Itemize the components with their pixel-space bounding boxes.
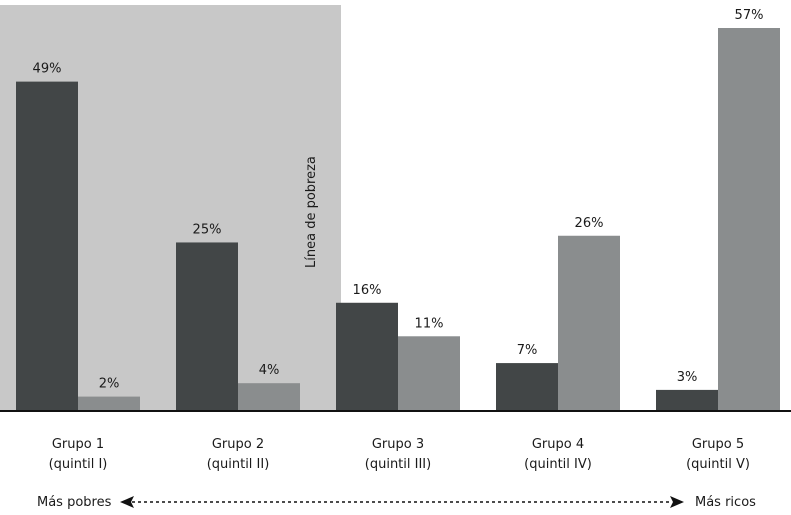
arrow-left-icon xyxy=(120,496,134,508)
category-sublabel-1: (quintil I) xyxy=(49,457,108,472)
category-sublabel-5: (quintil V) xyxy=(686,457,750,472)
poverty-line-label: Línea de pobreza xyxy=(304,156,319,268)
bar-s2-g2 xyxy=(238,383,300,410)
bar-s1-g4 xyxy=(496,363,558,410)
bar-s2-g3 xyxy=(398,336,460,410)
data-label-s2-g1: 2% xyxy=(99,377,120,392)
data-label-s2-g2: 4% xyxy=(259,363,280,378)
category-sublabel-3: (quintil III) xyxy=(365,457,431,472)
bar-s2-g4 xyxy=(558,235,620,410)
data-label-s2-g4: 26% xyxy=(575,216,604,231)
bar-s1-g5 xyxy=(656,389,718,410)
bar-s1-g2 xyxy=(176,242,238,410)
data-label-s1-g1: 49% xyxy=(33,62,62,77)
footer-left-label: Más pobres xyxy=(37,495,112,510)
data-label-s1-g3: 16% xyxy=(353,283,382,298)
bar-s2-g1 xyxy=(78,396,140,410)
data-label-s1-g5: 3% xyxy=(677,370,698,385)
data-label-s2-g3: 11% xyxy=(415,316,444,331)
data-label-s2-g5: 57% xyxy=(735,8,764,23)
category-label-2: Grupo 2 xyxy=(212,437,264,452)
category-sublabel-2: (quintil II) xyxy=(207,457,270,472)
bar-s1-g3 xyxy=(336,302,398,410)
category-label-4: Grupo 4 xyxy=(532,437,584,452)
data-label-s1-g2: 25% xyxy=(193,222,222,237)
arrow-right-icon xyxy=(670,496,684,508)
footer-right-label: Más ricos xyxy=(695,495,756,510)
data-label-s1-g4: 7% xyxy=(517,343,538,358)
category-label-1: Grupo 1 xyxy=(52,437,104,452)
bar-s1-g1 xyxy=(16,81,78,410)
category-sublabel-4: (quintil IV) xyxy=(524,457,592,472)
category-label-5: Grupo 5 xyxy=(692,437,744,452)
bar-s2-g5 xyxy=(718,28,780,410)
category-label-3: Grupo 3 xyxy=(372,437,424,452)
